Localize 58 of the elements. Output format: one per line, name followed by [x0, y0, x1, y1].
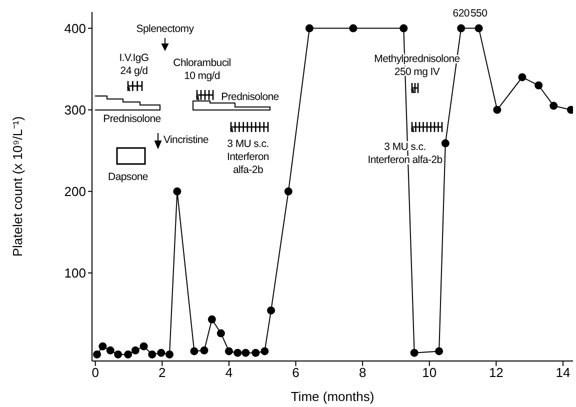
point: [457, 24, 466, 32]
x-tick-label: 14: [556, 365, 570, 380]
x-tick-label: 6: [292, 365, 300, 380]
x-tick-label: 4: [225, 365, 233, 380]
point: [305, 24, 314, 32]
point: [242, 348, 250, 357]
x-tick-label: 10: [422, 365, 437, 380]
y-tick-label: 200: [64, 184, 86, 200]
point: [493, 106, 502, 114]
y-axis-title: Platelet count (x 10⁹/L⁻¹): [10, 116, 25, 257]
point: [518, 73, 526, 82]
x-tick-label: 8: [358, 365, 366, 380]
point: [131, 346, 140, 354]
point: [124, 350, 132, 358]
point: [234, 348, 242, 357]
annotation: Dapsone: [108, 171, 148, 183]
x-tick-label: 0: [92, 365, 99, 380]
point: [474, 24, 483, 32]
point: [252, 348, 260, 357]
point: [165, 350, 174, 358]
annotation: Vincristine: [164, 134, 209, 146]
annotation: 3 MU s.c. Interferon alfa-2b: [227, 138, 270, 176]
point: [400, 24, 408, 32]
point: [260, 347, 269, 356]
point: [140, 342, 148, 350]
point: [349, 24, 358, 32]
point: [534, 81, 543, 90]
point: [106, 346, 114, 354]
annotation: Chlorambucil 10 mg/d: [173, 57, 231, 82]
point: [98, 342, 107, 350]
point: [267, 306, 276, 314]
annotation: Prednisolone: [221, 91, 280, 103]
point: [224, 347, 233, 356]
point: [550, 102, 558, 110]
annotation: Prednisolone: [103, 113, 162, 125]
y-tick-label: 400: [64, 20, 86, 36]
point: [93, 350, 102, 358]
y-tick-label: 300: [64, 102, 86, 118]
point: [157, 348, 166, 357]
annotation: I.V.IgG 24 g/d: [119, 52, 149, 77]
point: [173, 187, 182, 196]
point: [441, 139, 450, 148]
point: [216, 329, 225, 338]
annotation: Splenectomy: [136, 23, 195, 35]
point: [410, 348, 418, 357]
x-axis-title: Time (months): [290, 389, 374, 404]
point: [114, 350, 122, 358]
point: [435, 347, 444, 356]
x-tick-label: 12: [488, 365, 504, 380]
annotation: 620: [452, 7, 470, 20]
point: [148, 350, 156, 358]
x-tick-label: 2: [158, 365, 166, 380]
point: [190, 347, 198, 356]
annotation: 550: [470, 7, 488, 20]
y-tick-label: 100: [64, 266, 86, 281]
point: [208, 315, 216, 324]
point: [284, 187, 292, 196]
point: [200, 346, 208, 354]
